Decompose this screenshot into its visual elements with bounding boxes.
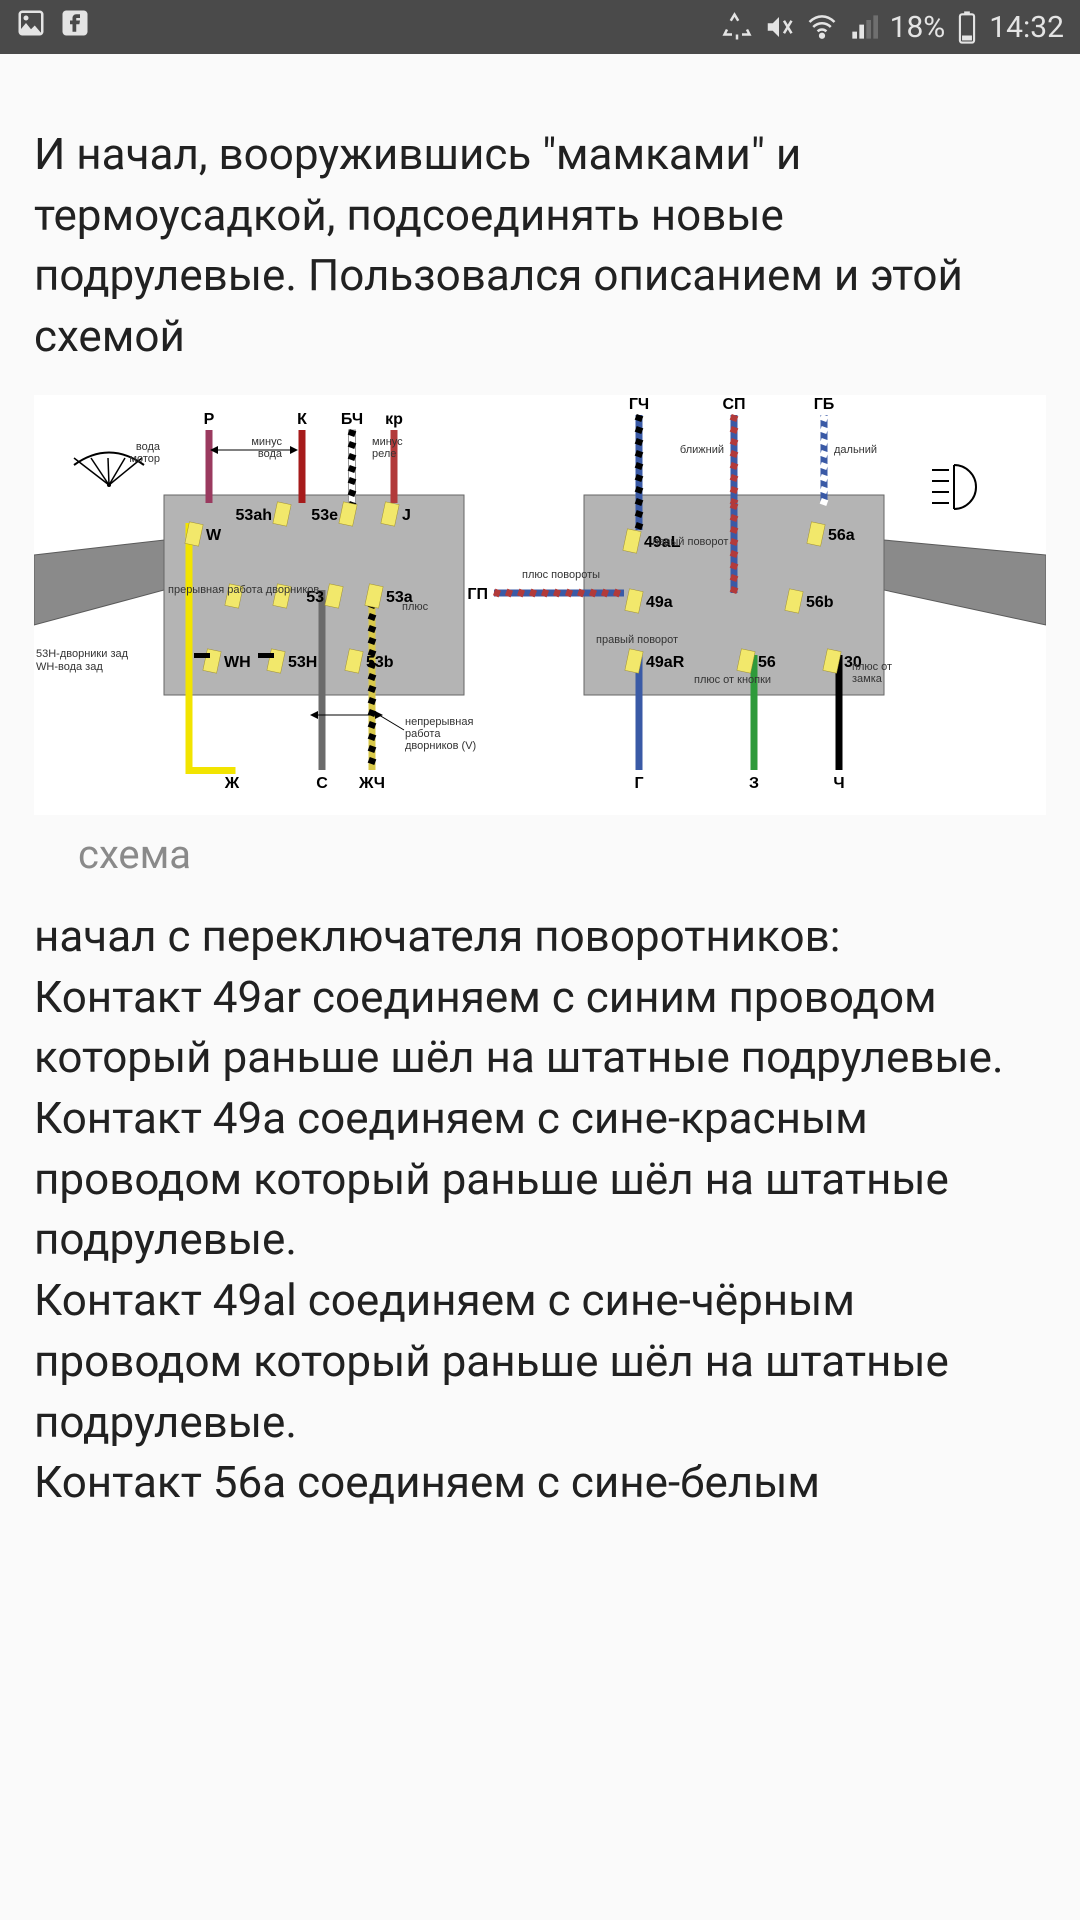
clock: 14:32 [989, 10, 1064, 45]
svg-text:Ж: Ж [224, 775, 240, 792]
svg-text:ГП: ГП [467, 586, 488, 603]
svg-text:вода: вода [136, 441, 161, 453]
svg-text:ЖЧ: ЖЧ [358, 775, 385, 792]
svg-text:плюс от кнопки: плюс от кнопки [694, 674, 771, 686]
svg-text:56: 56 [758, 654, 776, 671]
status-bar: 18% 14:32 [0, 0, 1080, 54]
body-paragraphs: начал с переключателя поворотников:Конта… [34, 906, 1046, 1513]
svg-text:З: З [749, 775, 759, 792]
recycle-icon [722, 12, 752, 42]
body-line: Контакт 56а соединяем с сине-белым [34, 1452, 1046, 1513]
svg-text:С: С [316, 775, 328, 792]
svg-text:Ч: Ч [833, 775, 844, 792]
body-line: начал с переключателя поворотников: [34, 906, 1046, 967]
status-right: 18% 14:32 [722, 10, 1064, 45]
svg-text:53H: 53H [288, 654, 317, 671]
svg-text:плюс повороты: плюс повороты [522, 569, 600, 581]
status-left [16, 8, 90, 46]
svg-text:плюс: плюс [402, 601, 429, 613]
svg-text:работа: работа [405, 728, 441, 740]
wiring-diagram: РКБЧкрГЧСПГБЖСЖЧГПГЗЧW53ah53eJ5353aWH53H… [34, 395, 1046, 819]
svg-text:дворников (V): дворников (V) [405, 740, 476, 752]
svg-text:минус: минус [372, 436, 403, 448]
svg-text:56b: 56b [806, 594, 834, 611]
svg-text:мотор: мотор [129, 453, 160, 465]
signal-icon [850, 12, 878, 42]
svg-text:ближний: ближний [680, 444, 724, 456]
svg-text:замка: замка [852, 673, 883, 685]
svg-text:кр: кр [385, 411, 403, 428]
svg-text:левый поворот: левый поворот [652, 536, 728, 548]
svg-text:Р: Р [204, 411, 215, 428]
wifi-icon [806, 12, 838, 42]
battery-icon [957, 10, 977, 44]
svg-text:53e: 53e [311, 507, 338, 524]
svg-text:49a: 49a [646, 594, 673, 611]
image-icon [16, 8, 46, 46]
svg-text:дальний: дальний [834, 444, 877, 456]
svg-text:ГЧ: ГЧ [629, 396, 649, 413]
svg-text:53b: 53b [366, 654, 394, 671]
mute-icon [764, 12, 794, 42]
body-line: Контакт 49ar соединяем с синим проводом … [34, 967, 1046, 1088]
svg-text:СП: СП [722, 396, 745, 413]
svg-text:К: К [297, 411, 307, 428]
svg-text:БЧ: БЧ [341, 411, 363, 428]
svg-text:правый поворот: правый поворот [596, 634, 678, 646]
facebook-icon [60, 8, 90, 46]
svg-text:53H-дворники зад: 53H-дворники зад [36, 648, 129, 660]
svg-text:Г: Г [634, 775, 643, 792]
battery-pct: 18% [890, 10, 946, 45]
article-content: И начал, вооружившись "мамками" и термоу… [0, 124, 1080, 1513]
diagram-caption: схема [78, 831, 1046, 878]
svg-text:J: J [402, 507, 411, 524]
svg-text:53ah: 53ah [236, 507, 272, 524]
svg-text:WH-вода зад: WH-вода зад [36, 661, 103, 673]
svg-text:плюс от: плюс от [852, 661, 892, 673]
svg-text:ГБ: ГБ [814, 396, 835, 413]
intro-paragraph: И начал, вооружившись "мамками" и термоу… [34, 124, 1046, 367]
svg-text:реле: реле [372, 448, 396, 460]
svg-text:WH: WH [224, 654, 251, 671]
svg-text:49aR: 49aR [646, 654, 685, 671]
svg-text:минус: минус [251, 436, 282, 448]
svg-text:W: W [206, 527, 222, 544]
svg-text:непрерывная: непрерывная [405, 716, 473, 728]
body-line: Контакт 49al соединяем с сине-чёрным про… [34, 1270, 1046, 1452]
svg-text:прерывная работа дворников: прерывная работа дворников [168, 584, 319, 596]
body-line: Контакт 49a соединяем с сине-красным про… [34, 1088, 1046, 1270]
svg-text:56a: 56a [828, 527, 855, 544]
